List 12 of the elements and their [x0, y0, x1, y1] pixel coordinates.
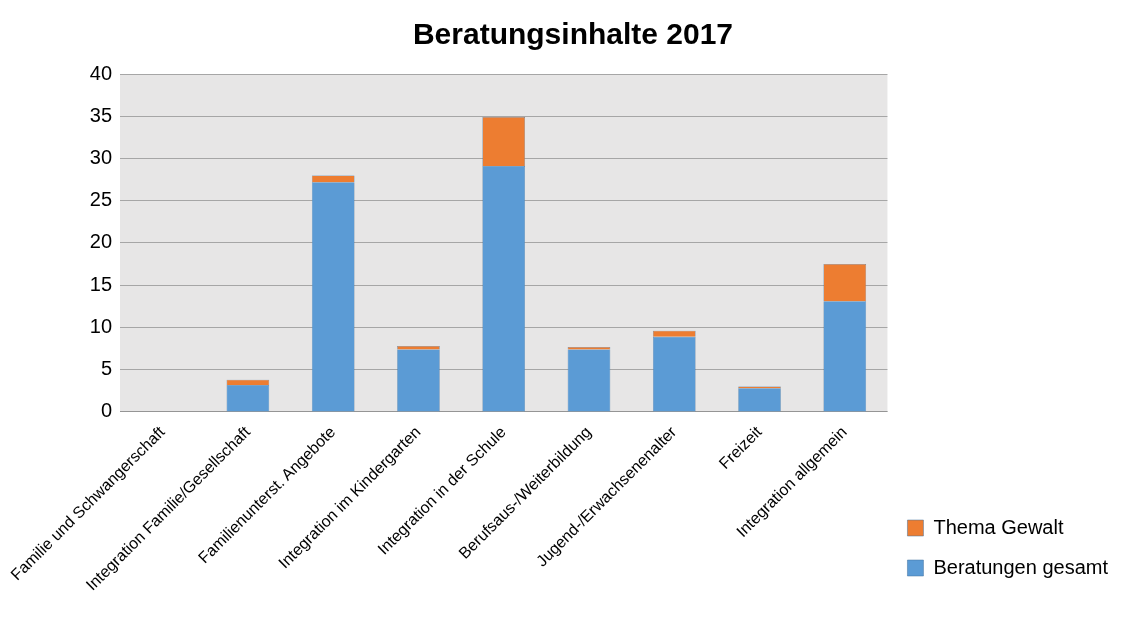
y-tick-label: 20 — [89, 230, 113, 253]
y-tick-label: 30 — [89, 146, 113, 169]
y-tick-label: 0 — [100, 399, 113, 422]
legend-label: Beratungen gesamt — [933, 555, 1109, 578]
y-tick-label: 10 — [89, 314, 113, 337]
chart-title: Beratungsinhalte 2017 — [412, 17, 734, 51]
y-tick-label: 35 — [89, 103, 113, 126]
y-tick-label: 40 — [89, 61, 113, 84]
y-tick-label: 5 — [100, 357, 113, 380]
y-tick-label: 15 — [89, 272, 113, 295]
y-tick-label: 25 — [89, 188, 113, 211]
legend-label: Thema Gewalt — [933, 515, 1064, 538]
